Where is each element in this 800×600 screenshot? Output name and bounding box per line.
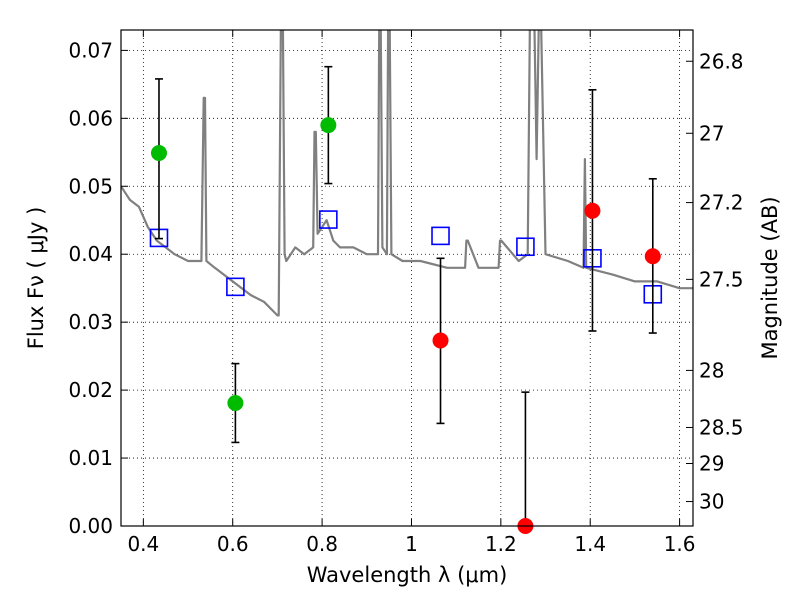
y-tick-label: 0.04	[68, 242, 113, 266]
x-tick-label: 1.4	[574, 532, 606, 556]
model-square	[319, 210, 338, 229]
x-tick-label: 1	[405, 532, 418, 556]
x-tick-label: 1.2	[485, 532, 517, 556]
y-tick-label: 0.03	[68, 310, 113, 334]
model-square	[431, 226, 450, 246]
data-points-layer	[149, 65, 663, 534]
right-tick-label: 28.5	[699, 415, 744, 439]
right-tick-label: 30	[699, 490, 724, 514]
y-tick-label: 0.01	[68, 446, 113, 470]
right-tick-label: 26.8	[699, 49, 744, 73]
detection-point	[320, 117, 337, 134]
y-tick-label: 0.00	[68, 514, 113, 538]
ticks: 0.4 0.6 0.8 1 1.2 1.4 1.6 0.00 0.01 0.02 0.03 0.04 0…	[68, 30, 744, 556]
x-tick-label: 0.6	[217, 532, 249, 556]
detection-point	[227, 395, 244, 412]
detection-point	[432, 332, 449, 349]
sed-model-layer	[121, 30, 693, 317]
y-tick-label: 0.06	[68, 106, 113, 130]
right-axis-label: Magnitude (AB)	[758, 196, 782, 359]
detection-point	[644, 248, 661, 265]
y-axis-label: Flux Fν ( μJy )	[24, 207, 48, 350]
y-tick-label: 0.02	[68, 378, 113, 402]
right-tick-label: 27.5	[699, 267, 744, 291]
y-tick-label: 0.05	[68, 174, 113, 198]
right-tick-label: 27.2	[699, 191, 744, 215]
right-tick-label: 27	[699, 121, 724, 145]
y-tick-label: 0.07	[68, 38, 113, 62]
plot-frame	[120, 29, 694, 527]
x-tick-label: 0.8	[306, 532, 338, 556]
model-square	[516, 237, 535, 257]
model-square	[226, 277, 245, 297]
plot-background	[121, 30, 693, 526]
detection-point	[584, 202, 601, 219]
right-tick-label: 28	[699, 358, 724, 382]
sed-model-line	[121, 30, 693, 317]
x-tick-label: 1.6	[664, 532, 696, 556]
x-axis-label: Wavelength λ (μm)	[307, 563, 508, 587]
x-tick-label: 0.4	[127, 532, 159, 556]
right-tick-label: 29	[699, 451, 724, 475]
detection-point	[150, 144, 167, 161]
